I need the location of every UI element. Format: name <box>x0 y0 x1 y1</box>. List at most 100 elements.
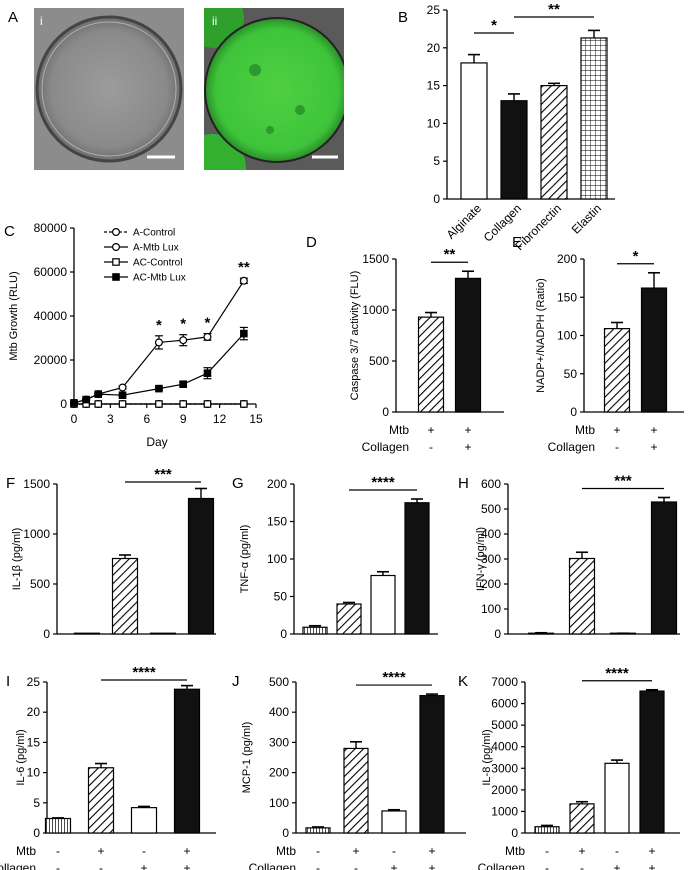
significance-label: **** <box>605 665 629 682</box>
data-point <box>179 380 188 389</box>
condition-sign: + <box>97 844 104 858</box>
y-axis-label: NADP+/NADPH (Ratio) <box>535 278 547 393</box>
panel-label-c: C <box>4 223 15 240</box>
y-axis-label: IL-6 (pg/ml) <box>15 729 27 785</box>
bar <box>639 690 665 834</box>
chart-j: 0 100 200 300 400 500 MCP-1 (pg/ml) **** Mtb - + - +… <box>241 669 466 870</box>
bar <box>336 603 362 635</box>
legend-label: A-Control <box>133 228 175 239</box>
data-point <box>112 258 120 266</box>
data-point <box>203 400 212 408</box>
series-ac-control <box>70 400 248 408</box>
bar <box>404 502 430 635</box>
legend-label: A-Mtb Lux <box>133 243 179 254</box>
data-point <box>111 243 120 252</box>
significance-label: * <box>491 17 497 34</box>
y-tick-label: 500 <box>369 354 389 368</box>
significance-label: **** <box>382 669 406 686</box>
legend-entry: A-Control <box>104 228 175 239</box>
condition-sign: - <box>316 844 320 858</box>
y-tick-label: 80000 <box>34 221 68 235</box>
significance-label: ** <box>444 246 456 263</box>
data-point <box>239 276 248 285</box>
condition-sign: - <box>545 844 549 858</box>
condition-sign: + <box>183 861 190 870</box>
significance-label: * <box>156 317 162 334</box>
significance-label: * <box>633 248 639 265</box>
bar <box>187 497 215 635</box>
micrograph-brightfield: i <box>34 8 184 170</box>
significance-label: ** <box>548 1 560 18</box>
condition-sign: - <box>392 844 396 858</box>
y-axis-label: MCP-1 (pg/ml) <box>241 722 253 794</box>
bar <box>640 287 668 413</box>
x-tick-label: 15 <box>249 412 263 426</box>
data-point <box>70 399 78 407</box>
micrograph-fluorescence: ii <box>204 8 344 170</box>
data-point <box>154 338 163 347</box>
bar <box>73 632 101 635</box>
significance-label: **** <box>132 664 156 681</box>
significance-label: * <box>180 316 186 333</box>
condition-sign: - <box>316 861 320 870</box>
significance-label: *** <box>614 473 632 490</box>
significance-label: **** <box>371 474 395 491</box>
condition-sign: + <box>428 844 435 858</box>
condition-sign: - <box>354 861 358 870</box>
bar <box>149 632 177 635</box>
y-axis-label: Caspase 3/7 activity (FLU) <box>349 271 361 401</box>
bar <box>568 557 596 635</box>
y-tick-label: 25 <box>27 675 41 689</box>
condition-label: Mtb <box>505 844 525 858</box>
panel-label-b: B <box>398 9 408 26</box>
significance-label: *** <box>154 466 172 483</box>
condition-sign: + <box>390 861 397 870</box>
panel-label-a: A <box>8 9 18 26</box>
y-tick-label: 150 <box>557 290 577 304</box>
bar <box>87 767 115 834</box>
y-tick-label: 100 <box>481 602 501 616</box>
y-tick-label: 500 <box>481 502 501 516</box>
condition-sign: - <box>545 861 549 870</box>
condition-label: Mtb <box>575 423 595 437</box>
data-point <box>179 336 188 345</box>
bar <box>370 574 396 635</box>
y-axis-label: IFN-γ (pg/ml) <box>475 527 487 591</box>
chart-e: 0 50 100 150 200 NADP+/NADPH (Ratio) * Mtb + + Col… <box>535 248 684 454</box>
y-tick-label: 20 <box>27 705 41 719</box>
bar <box>650 501 678 635</box>
legend-label: AC-Control <box>133 258 182 269</box>
significance-label: * <box>205 315 211 332</box>
panel-label-f: F <box>6 475 15 492</box>
y-tick-label: 1500 <box>362 252 389 266</box>
series-ac-mtb-lux <box>70 326 248 407</box>
y-tick-label: 0 <box>60 397 67 411</box>
y-tick-label: 0 <box>43 627 50 641</box>
bar <box>305 827 331 834</box>
condition-sign: - <box>56 861 60 870</box>
bar <box>419 694 445 834</box>
condition-sign: - <box>429 440 433 454</box>
chart-c: 0 20000 40000 60000 80000 0 3 6 9 12 15 Day Mtb Grow… <box>8 221 263 449</box>
y-tick-label: 50 <box>564 367 578 381</box>
condition-sign: + <box>650 440 657 454</box>
y-tick-label: 100 <box>269 796 289 810</box>
y-tick-label: 300 <box>269 735 289 749</box>
panel-label-g: G <box>232 475 244 492</box>
y-tick-label: 3000 <box>491 761 518 775</box>
y-tick-label: 6000 <box>491 697 518 711</box>
bar <box>580 37 608 200</box>
y-tick-label: 100 <box>557 329 577 343</box>
data-point <box>155 384 163 393</box>
bar <box>604 762 630 834</box>
data-point <box>94 390 103 398</box>
bar <box>343 747 369 834</box>
y-tick-label: 50 <box>274 590 288 604</box>
condition-label: Collagen <box>362 440 409 454</box>
condition-sign: + <box>183 844 190 858</box>
condition-sign: - <box>615 844 619 858</box>
bar <box>44 817 72 834</box>
